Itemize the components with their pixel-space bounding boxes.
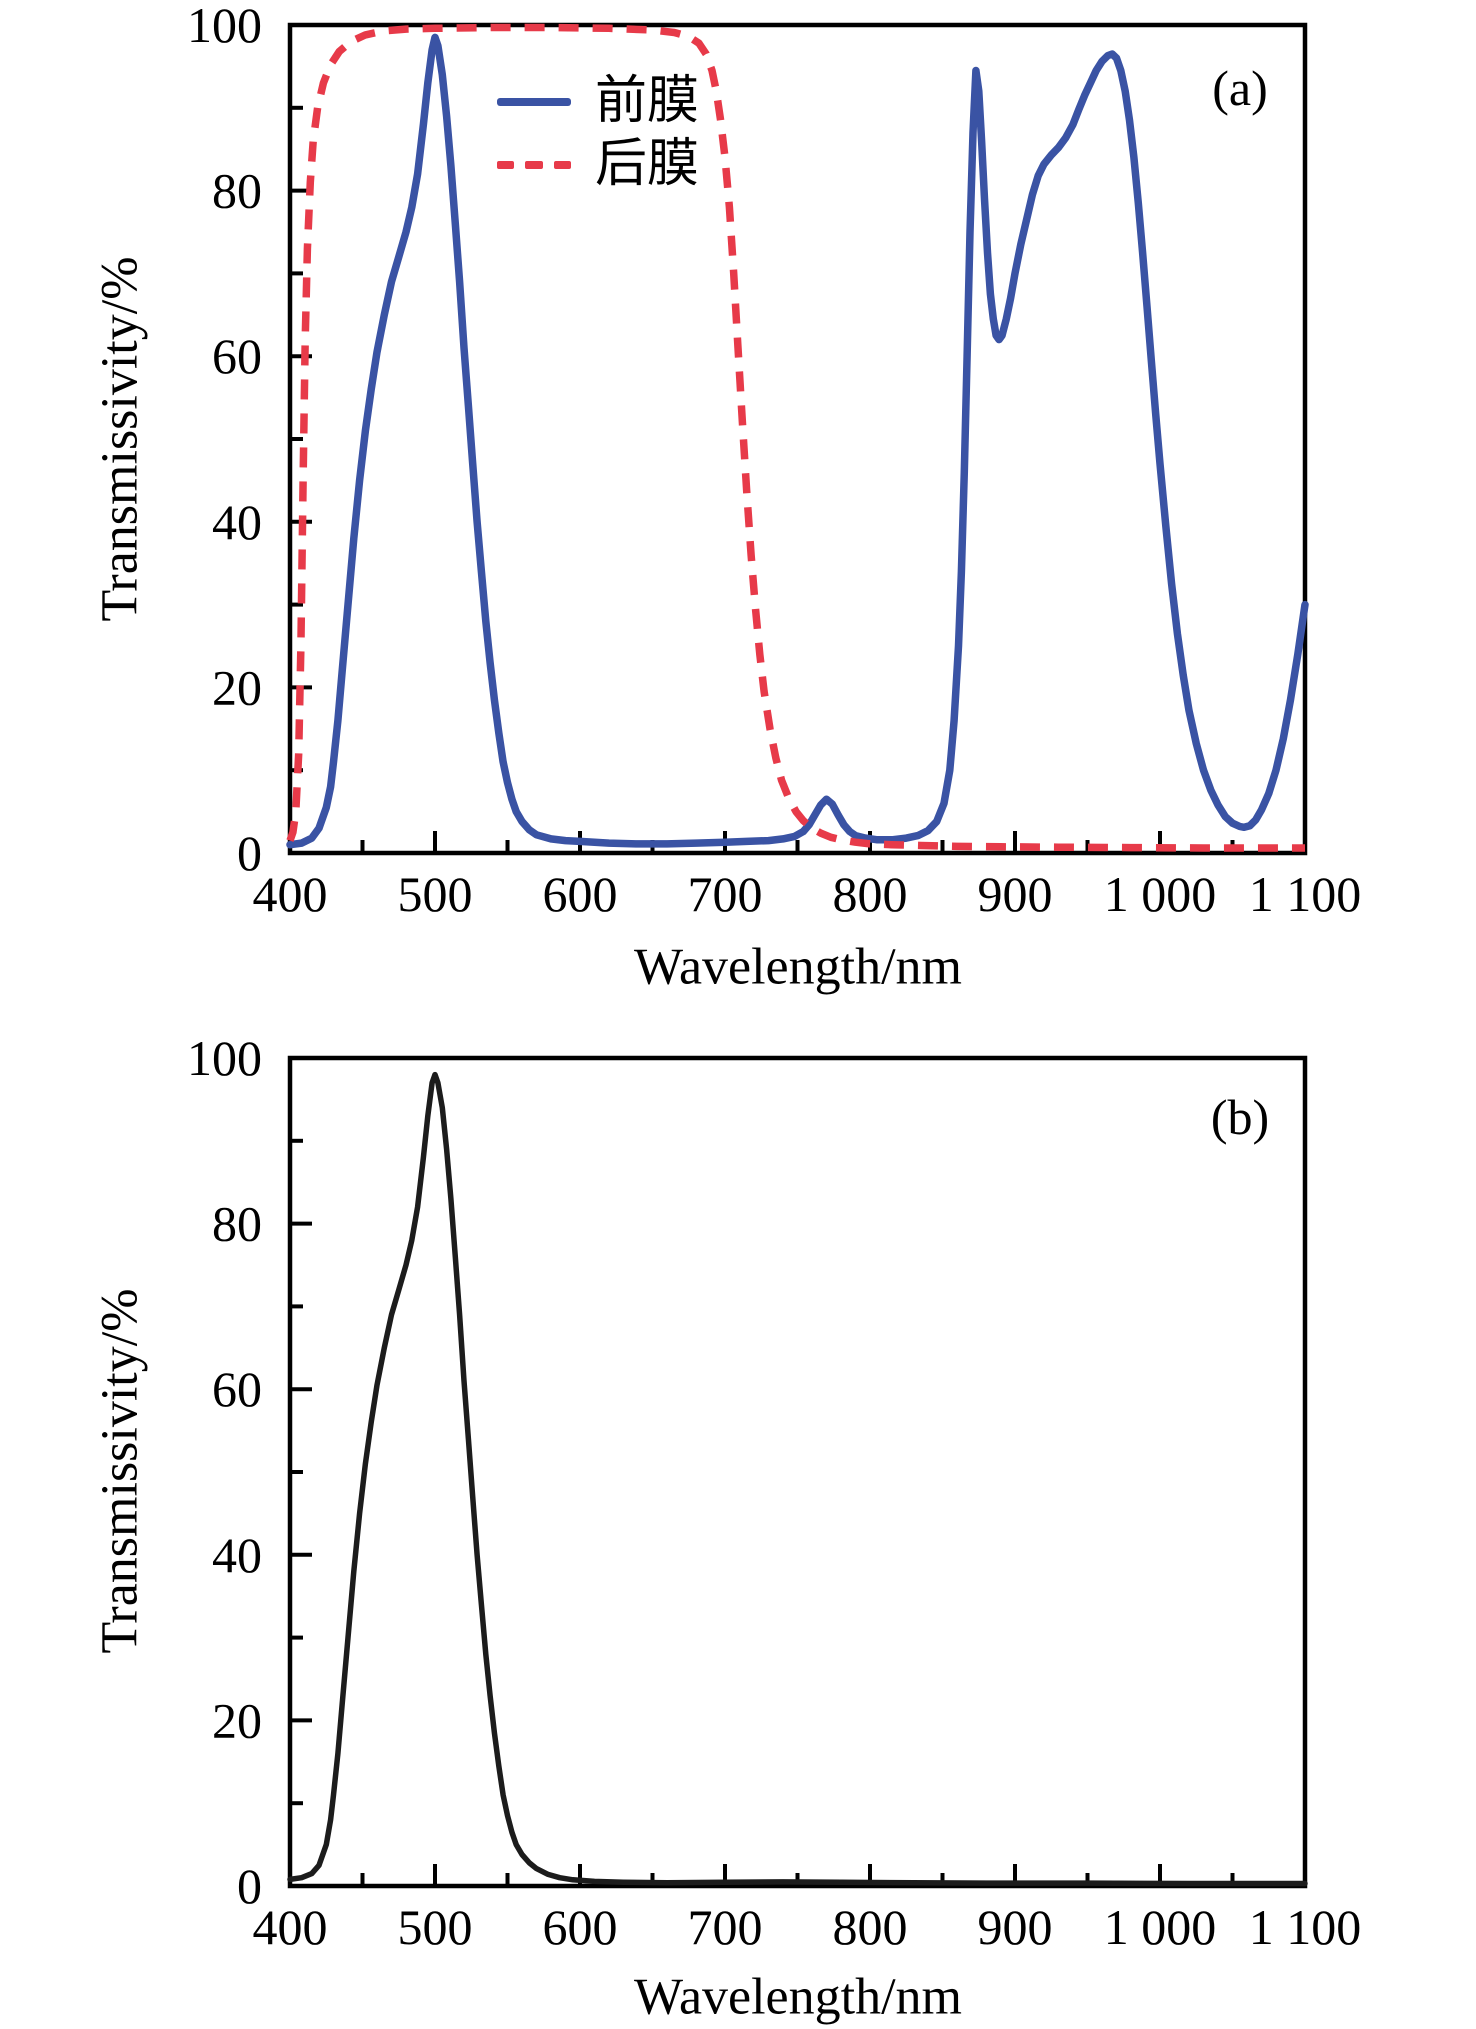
x-tick-label: 1 100 bbox=[1249, 1899, 1362, 1955]
x-tick-label: 700 bbox=[688, 1899, 763, 1955]
y-tick-label: 80 bbox=[212, 1196, 262, 1252]
x-tick-label: 1 100 bbox=[1249, 866, 1362, 922]
plot-frame bbox=[287, 1055, 1308, 1889]
legend-label-back-film: 后膜 bbox=[595, 135, 700, 193]
y-tick-label: 0 bbox=[237, 825, 262, 881]
y-tick-label: 100 bbox=[187, 0, 262, 53]
y-tick-label: 20 bbox=[212, 1692, 262, 1748]
plot-frame bbox=[287, 22, 1308, 856]
y-tick-label: 20 bbox=[212, 659, 262, 715]
y-tick-label: 40 bbox=[212, 1527, 262, 1583]
x-tick-label: 800 bbox=[833, 866, 908, 922]
y-tick-label: 100 bbox=[187, 1033, 262, 1086]
x-tick-label: 500 bbox=[398, 1899, 473, 1955]
back-film-curve bbox=[286, 23, 1305, 852]
x-tick-label: 500 bbox=[398, 866, 473, 922]
x-tick-label: 700 bbox=[688, 866, 763, 922]
legend: 前膜 后膜 bbox=[497, 70, 699, 196]
y-axis-label-b: Transmissivity/% bbox=[91, 1288, 149, 1654]
legend-row-back-film: 后膜 bbox=[497, 133, 699, 196]
panel-b: 400 500 600 700 800 900 1 000 1 100 0 20 40 60 80 100… bbox=[0, 1033, 1476, 2029]
x-axis-label-b: Wavelength/nm bbox=[634, 1968, 962, 2026]
panel-label-a: (a) bbox=[1212, 60, 1268, 116]
y-tick-label: 0 bbox=[237, 1858, 262, 1914]
panel-a: 400 500 600 700 800 900 1 000 1 100 0 20 40 60 80 100… bbox=[0, 0, 1476, 1010]
x-tick-label: 400 bbox=[253, 1899, 328, 1955]
x-tick-label: 1 000 bbox=[1104, 866, 1217, 922]
x-tick-label: 600 bbox=[543, 866, 618, 922]
y-tick-label: 60 bbox=[212, 328, 262, 384]
x-tick-label: 900 bbox=[978, 1899, 1053, 1955]
x-tick-label: 900 bbox=[978, 866, 1053, 922]
y-tick-label: 80 bbox=[212, 163, 262, 219]
y-tick-label: 40 bbox=[212, 494, 262, 550]
x-axis-label-a: Wavelength/nm bbox=[634, 938, 962, 996]
axis-ticks bbox=[288, 1056, 1307, 1888]
x-tick-label: 600 bbox=[543, 1899, 618, 1955]
x-tick-label: 800 bbox=[833, 1899, 908, 1955]
y-tick-label: 60 bbox=[212, 1361, 262, 1417]
back-film-key-line bbox=[497, 160, 571, 169]
panel-label-b: (b) bbox=[1210, 1089, 1270, 1145]
single-film-curve bbox=[287, 1071, 1308, 1887]
front-film-curve bbox=[286, 33, 1309, 849]
legend-label-front-film: 前膜 bbox=[595, 72, 700, 130]
x-tick-label: 400 bbox=[253, 866, 328, 922]
axis-ticks bbox=[288, 23, 1307, 855]
x-tick-label: 1 000 bbox=[1104, 1899, 1217, 1955]
y-axis-label-a: Transmissivity/% bbox=[91, 256, 149, 622]
legend-row-front-film: 前膜 bbox=[497, 70, 699, 133]
front-film-key-line bbox=[497, 97, 571, 106]
